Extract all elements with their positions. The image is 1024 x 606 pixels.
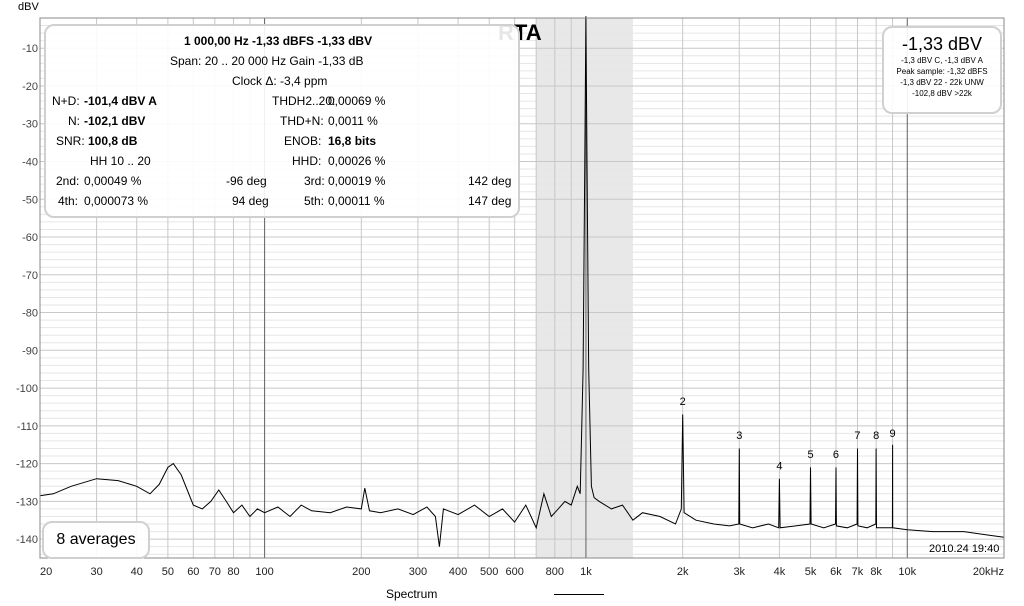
- level-weighted: -1,3 dBV C, -1,3 dBV A: [901, 56, 983, 65]
- x-tick-label: 8k: [870, 566, 882, 578]
- x-tick-label: 10k: [898, 566, 916, 578]
- hhd-label: HHD:: [292, 154, 322, 168]
- h3-value: 0,00019 %: [328, 174, 386, 188]
- x-tick-label: 4k: [774, 566, 786, 578]
- freq-level-line: 1 000,00 Hz -1,33 dBFS -1,33 dBV: [184, 34, 373, 48]
- clock-line: Clock Δ: -3,4 ppm: [232, 74, 328, 88]
- x-tick-label: 300: [409, 566, 427, 578]
- y-axis-label: dBV: [18, 1, 39, 13]
- tick-labels: -10 -20 -30 -40 -50 -60 -70 -80 -90 -100 -110 -120 -…: [16, 43, 1004, 578]
- y-tick-label: -130: [16, 496, 38, 508]
- harmonic-label: 8: [873, 430, 879, 442]
- center-band: [536, 18, 633, 558]
- harmonic-label: 3: [736, 430, 742, 442]
- h4-label: 4th:: [58, 194, 79, 208]
- level-above-22k: -102,8 dBV >22k: [912, 89, 972, 98]
- n-value: -102,1 dBV: [84, 114, 146, 128]
- harmonic-label: 4: [776, 460, 782, 472]
- x-tick-label: 30: [90, 566, 102, 578]
- h3-phase: 142 deg: [468, 174, 512, 188]
- thd-value: 0,00069 %: [328, 94, 386, 108]
- thdn-label: THD+N:: [280, 114, 324, 128]
- hh-label: HH 10 .. 20: [90, 154, 151, 168]
- y-tick-label: -110: [17, 421, 38, 433]
- h4-value: 0,000073 %: [84, 194, 149, 208]
- hhd-value: 0,00026 %: [328, 154, 386, 168]
- x-tick-label: 600: [505, 566, 523, 578]
- thd-label: THDH2..20:: [272, 94, 336, 108]
- y-tick-label: -100: [16, 383, 38, 395]
- span-gain-line: Span: 20 .. 20 000 Hz Gain -1,33 dB: [170, 54, 364, 68]
- level-panel: -1,33 dBV -1,3 dBV C, -1,3 dBV A Peak sa…: [882, 26, 1002, 114]
- nd-value: -101,4 dBV A: [84, 94, 157, 108]
- h5-phase: 147 deg: [468, 194, 512, 208]
- shaded-band: [536, 18, 633, 558]
- enob-value: 16,8 bits: [328, 134, 377, 148]
- harmonic-label: 9: [890, 428, 896, 440]
- harmonic-label: 7: [854, 430, 860, 442]
- h2-value: 0,00049 %: [84, 174, 142, 188]
- x-tick-label: 40: [131, 566, 143, 578]
- averages-badge: 8 averages: [42, 521, 150, 559]
- snr-label: SNR:: [56, 134, 85, 148]
- x-tick-label: 800: [546, 566, 564, 578]
- x-tick-label: 70: [209, 566, 221, 578]
- y-tick-label: -120: [16, 459, 38, 471]
- x-tick-label: 500: [480, 566, 498, 578]
- y-tick-label: -50: [22, 194, 38, 206]
- n-label: N:: [68, 114, 80, 128]
- x-tick-label: 80: [227, 566, 239, 578]
- nd-label: N+D:: [52, 94, 80, 108]
- y-tick-label: -80: [22, 308, 38, 320]
- harmonic-label: 6: [833, 449, 839, 461]
- y-tick-label: -60: [22, 232, 38, 244]
- h5-value: 0,00011 %: [328, 194, 385, 208]
- x-tick-label: 20kHz: [973, 566, 1004, 578]
- h2-phase: -96 deg: [226, 174, 267, 188]
- y-tick-label: -20: [22, 81, 38, 93]
- x-tick-label: 2k: [677, 566, 689, 578]
- snr-value: 100,8 dB: [88, 134, 138, 148]
- x-tick-label: 5k: [805, 566, 817, 578]
- x-tick-label: 60: [187, 566, 199, 578]
- y-tick-label: -70: [22, 270, 38, 282]
- plot-frame: [39, 17, 1005, 559]
- x-tick-label: 20: [40, 566, 52, 578]
- level-unweighted: -1,3 dBV 22 - 22k UNW: [900, 78, 984, 87]
- h2-label: 2nd:: [56, 174, 80, 188]
- y-tick-label: -40: [22, 156, 38, 168]
- x-tick-label: 200: [352, 566, 370, 578]
- timestamp: 2010.24 19:40: [929, 543, 1000, 555]
- x-tick-label: 400: [449, 566, 467, 578]
- spectrum-trace: [39, 16, 1005, 547]
- harmonic-label: 2: [680, 396, 686, 408]
- y-tick-label: -30: [22, 119, 38, 131]
- h5-label: 5th:: [304, 194, 325, 208]
- harmonic-label: 5: [807, 449, 813, 461]
- x-tick-label: 3k: [733, 566, 745, 578]
- enob-label: ENOB:: [284, 134, 322, 148]
- x-tick-label: 1k: [580, 566, 592, 578]
- legend-line: [554, 594, 604, 595]
- y-tick-label: -140: [16, 534, 38, 546]
- level-peak-sample: Peak sample: -1,32 dBFS: [896, 67, 988, 76]
- h3-label: 3rd:: [304, 174, 325, 188]
- x-tick-label: 6k: [830, 566, 842, 578]
- x-tick-label: 50: [162, 566, 174, 578]
- h4-phase: 94 deg: [232, 194, 269, 208]
- legend-label: Spectrum: [386, 587, 438, 601]
- y-tick-label: -90: [22, 345, 38, 357]
- x-tick-label: 7k: [852, 566, 864, 578]
- harmonic-labels: 2 3 4 5 6 7 8 9: [680, 396, 896, 472]
- level-main: -1,33 dBV: [901, 34, 983, 54]
- y-tick-label: -10: [22, 43, 38, 55]
- x-tick-label: 100: [255, 566, 273, 578]
- measurement-panel: 1 000,00 Hz -1,33 dBFS -1,33 dBV Span: 2…: [44, 24, 520, 218]
- thdn-value: 0,0011 %: [328, 114, 378, 128]
